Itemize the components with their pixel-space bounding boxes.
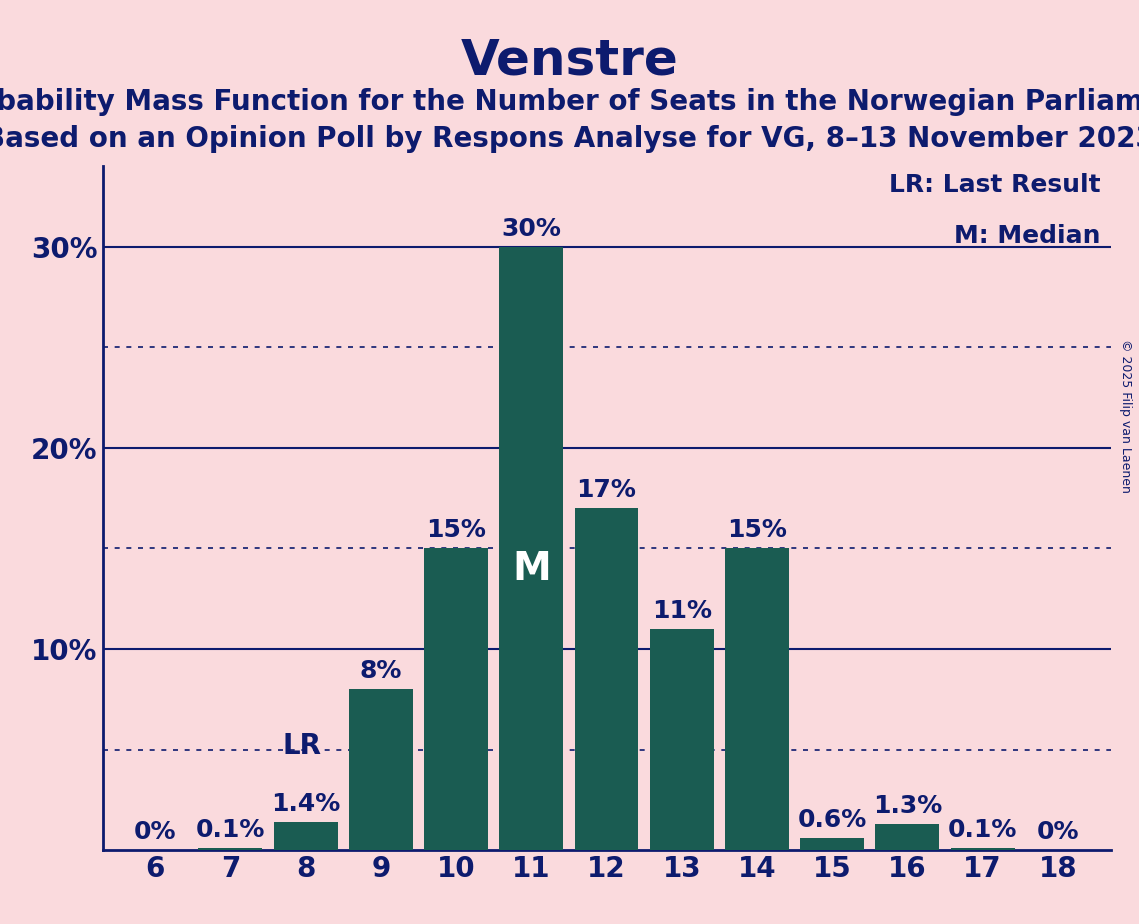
Text: LR: LR <box>282 732 321 760</box>
Text: 0.1%: 0.1% <box>196 818 265 842</box>
Bar <box>499 247 564 850</box>
Bar <box>424 549 487 850</box>
Text: © 2025 Filip van Laenen: © 2025 Filip van Laenen <box>1118 339 1132 492</box>
Text: 17%: 17% <box>576 478 637 502</box>
Text: Probability Mass Function for the Number of Seats in the Norwegian Parliament: Probability Mass Function for the Number… <box>0 88 1139 116</box>
Text: 30%: 30% <box>501 217 562 241</box>
Text: 0.6%: 0.6% <box>797 808 867 832</box>
Text: Based on an Opinion Poll by Respons Analyse for VG, 8–13 November 2023: Based on an Opinion Poll by Respons Anal… <box>0 125 1139 152</box>
Bar <box>951 848 1015 850</box>
Text: 0.1%: 0.1% <box>948 818 1017 842</box>
Text: 15%: 15% <box>727 518 787 542</box>
Bar <box>726 549 789 850</box>
Bar <box>649 629 714 850</box>
Text: 11%: 11% <box>652 599 712 623</box>
Bar <box>574 508 639 850</box>
Text: 1.3%: 1.3% <box>872 794 942 818</box>
Bar <box>198 848 262 850</box>
Text: 15%: 15% <box>426 518 486 542</box>
Bar <box>876 824 940 850</box>
Bar <box>273 822 337 850</box>
Text: 1.4%: 1.4% <box>271 792 341 816</box>
Text: LR: Last Result: LR: Last Result <box>888 173 1100 197</box>
Text: M: Median: M: Median <box>954 225 1100 249</box>
Text: 0%: 0% <box>134 820 177 844</box>
Text: Venstre: Venstre <box>460 37 679 85</box>
Bar <box>349 689 412 850</box>
Text: 8%: 8% <box>360 659 402 683</box>
Text: M: M <box>511 550 550 588</box>
Bar <box>801 838 865 850</box>
Text: 0%: 0% <box>1036 820 1079 844</box>
